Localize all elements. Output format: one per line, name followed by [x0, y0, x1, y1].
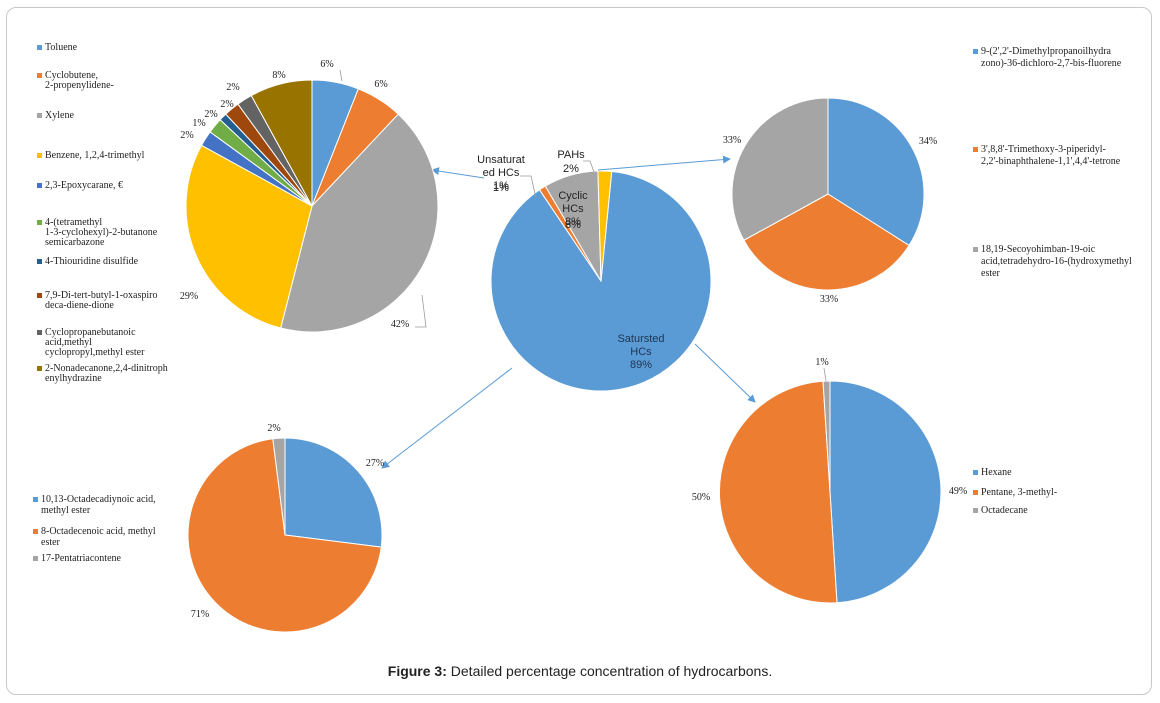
cyclic-legend-swatch [37, 113, 42, 118]
cyclic-legend-label: Cyclopropanebutanoic acid,methyl cycloprop… [45, 327, 145, 358]
cyclic-legend-swatch [37, 183, 42, 188]
leader-line [823, 367, 827, 382]
cyclic-legend-label: 7,9-Di-tert-butyl-1-oxaspiro deca-diene-d… [45, 290, 157, 311]
cyclic-pct-label: 6% [374, 79, 387, 90]
main-pie-slice [490, 170, 712, 392]
unsaturated-legend-swatch [33, 556, 38, 561]
pahs-pct-label: 33% [723, 135, 741, 146]
cyclic-legend-swatch [37, 293, 42, 298]
saturated-legend-swatch [973, 490, 978, 495]
leader-line [520, 175, 537, 199]
pahs-legend-swatch [973, 247, 978, 252]
cyclic-pct-label: 42% [391, 319, 409, 330]
unsaturated-legend-label: 17-Pentatriacontene [41, 553, 122, 564]
cyclic-legend-swatch [37, 45, 42, 50]
cyclic-pct-label: 29% [180, 291, 198, 302]
pahs-legend-label: 3',8,8'-Trimethoxy-3-piperidyl-2,2'-bina… [981, 144, 1121, 167]
figure-caption: Figure 3: Detailed percentage concentrat… [0, 663, 1160, 679]
main-pie-slice [597, 170, 613, 282]
cyclic-legend-label: 2-Nonadecanone,2,4-dinitroph enylhydrazin… [45, 363, 168, 384]
connector-arrow [597, 155, 731, 171]
cyclic-pct-label: 2% [204, 109, 217, 120]
saturated-pie-slice [822, 380, 831, 493]
unsaturated-legend-swatch [33, 497, 38, 502]
cyclic-legend-label: 2,3-Epoxycarane, € [45, 180, 123, 191]
caption-text: Detailed percentage concentration of hyd… [450, 663, 773, 679]
cyclic-legend-swatch [37, 73, 42, 78]
unsaturated-pie-slice [284, 437, 383, 548]
connector-arrow [694, 343, 756, 403]
pahs-legend-label: 9-(2',2'-Dimethylpropanoilhydra zono)-36-… [981, 46, 1122, 69]
saturated-legend-swatch [973, 470, 978, 475]
pahs-pie-slice [731, 97, 829, 241]
unsaturated-pie-slice [272, 437, 286, 536]
cyclic-pct-label: 2% [180, 130, 193, 141]
cyclic-legend-label: Benzene, 1,2,4-trimethyl [45, 150, 145, 161]
saturated-legend-label: Pentane, 3-methyl- [981, 487, 1057, 498]
saturated-pie-slice [718, 380, 838, 604]
main-label-cyclic-pct: 8% [565, 219, 581, 231]
caption-label: Figure 3: [387, 663, 447, 679]
unsaturated-legend-label: 8-Octadecenoic acid, methyl ester [41, 526, 156, 548]
chart-labels: Satursted HCs 89%Unsaturat ed HCs 1%1%Cyclic… [33, 42, 1132, 620]
saturated-pct-label: 49% [949, 486, 967, 497]
cyclic-legend-label: 4-(tetramethyl 1-3-cyclohexyl)-2-butanone… [45, 217, 158, 248]
unsaturated-legend-label: 10,13-Octadecadiynoic acid, methyl ester [41, 494, 156, 516]
cyclic-legend-swatch [37, 259, 42, 264]
main-label-pahs: PAHs 2% [557, 149, 585, 175]
main-label-cyclic: Cyclic HCs 8% [558, 190, 588, 228]
saturated-legend-swatch [973, 508, 978, 513]
saturated-pct-label: 50% [692, 492, 710, 503]
cyclic-pct-label: 6% [320, 59, 333, 70]
saturated-legend-label: Hexane [981, 467, 1012, 478]
cyclic-legend-swatch [37, 153, 42, 158]
cyclic-legend-label: Cyclobutene, 2-propenylidene- [45, 70, 114, 91]
pahs-legend-label: 18,19-Secoyohimban-19-oic acid,tetradehyd… [981, 244, 1132, 279]
cyclic-legend-swatch [37, 220, 42, 225]
leader-line [583, 160, 595, 173]
unsaturated-legend-swatch [33, 529, 38, 534]
connector-arrow [381, 367, 513, 469]
unsaturated-pie-slice [187, 438, 382, 633]
unsaturated-pct-label: 27% [366, 458, 384, 469]
unsaturated-pct-label: 71% [191, 609, 209, 620]
pahs-pct-label: 34% [919, 136, 937, 147]
cyclic-legend-swatch [37, 330, 42, 335]
cyclic-pie-slice [280, 113, 439, 333]
saturated-pct-label: 1% [815, 357, 828, 368]
main-label-unsaturated-pct: 1% [493, 182, 509, 194]
cyclic-legend-swatch [37, 366, 42, 371]
cyclic-pie-slice [185, 144, 313, 329]
main-label-unsaturated: Unsaturat ed HCs 1% [477, 154, 525, 192]
pahs-legend-swatch [973, 49, 978, 54]
unsaturated-pct-label: 2% [267, 423, 280, 434]
cyclic-pct-label: 2% [220, 99, 233, 110]
cyclic-pie-slice [250, 79, 313, 207]
cyclic-pct-label: 8% [272, 70, 285, 81]
cyclic-legend-label: Xylene [45, 110, 74, 121]
main-label-saturated: Satursted HCs 89% [617, 333, 664, 371]
pie-charts [185, 79, 942, 633]
connector-arrows [381, 155, 756, 469]
pahs-pie-slice [827, 97, 925, 247]
saturated-pie-slice [829, 380, 942, 604]
saturated-legend-label: Octadecane [981, 505, 1028, 516]
cyclic-pct-label: 1% [192, 118, 205, 129]
leader-line [339, 69, 343, 82]
connector-arrow [431, 167, 485, 179]
cyclic-legend-label: 4-Thiouridine disulfide [45, 256, 139, 267]
pahs-legend-swatch [973, 147, 978, 152]
cyclic-legend-label: Toluene [45, 42, 78, 53]
leader-line [415, 294, 427, 328]
cyclic-pct-label: 2% [226, 82, 239, 93]
pahs-pct-label: 33% [820, 294, 838, 305]
